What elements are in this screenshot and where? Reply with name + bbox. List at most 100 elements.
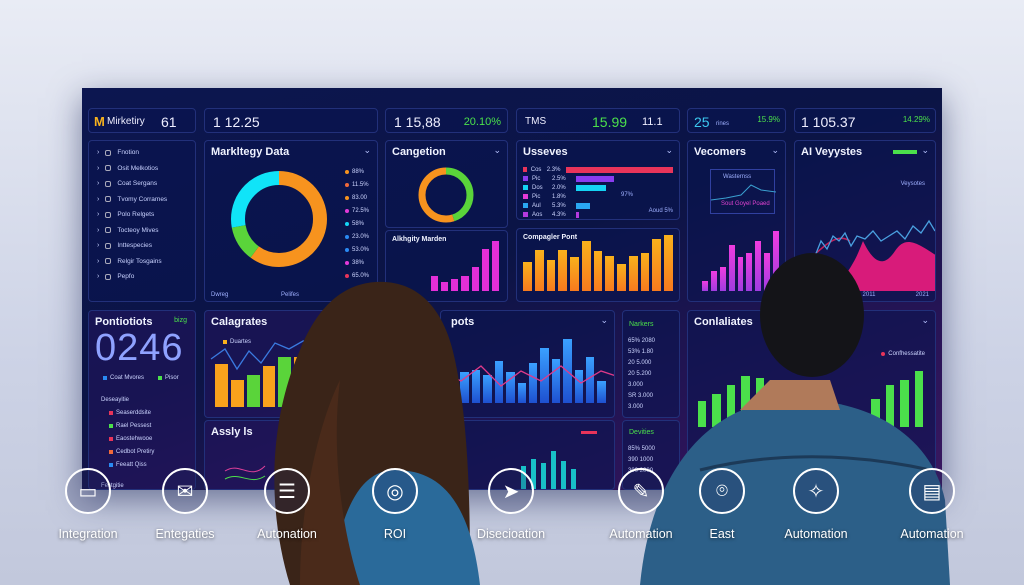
sidebar-item-icon: [105, 149, 112, 156]
row-swatch: [523, 212, 528, 217]
sidebar-item-label: Tocteoy Mives: [117, 226, 159, 234]
kpi-unit: rines: [716, 121, 730, 127]
bar: [494, 361, 504, 403]
badge[interactable]: bizg: [174, 317, 187, 324]
sidebar-item-label: Osit Melkotios: [117, 164, 159, 172]
sidebar-item[interactable]: › Fnotion: [89, 145, 195, 161]
sidebar-item[interactable]: › Relgir Tosgains: [89, 254, 195, 270]
panel-title: Usseves: [523, 146, 568, 158]
chevron-down-icon[interactable]: ⌄: [600, 315, 608, 325]
row-swatch: [523, 194, 528, 199]
feature-icon-item[interactable]: ✎ Automation: [586, 468, 696, 541]
feature-icon-item[interactable]: ▭ Integration: [33, 468, 143, 541]
item-swatch: [109, 436, 113, 441]
footer-label: Pelifes: [281, 292, 300, 298]
stat-row: 390 1000: [628, 456, 654, 463]
panel-title: Assly ls: [211, 426, 253, 438]
feature-icon: ▤: [909, 468, 955, 514]
bar: [576, 184, 606, 191]
bar: [523, 261, 532, 291]
legend-dot: [344, 182, 349, 187]
sidebar-item[interactable]: › Osit Melkotios: [89, 161, 195, 177]
bar: [871, 399, 880, 427]
panel-title: pots: [451, 316, 475, 328]
section-header[interactable]: Festgitie: [101, 482, 124, 489]
feature-label: Integration: [58, 527, 118, 541]
panel-title: Markltegy Data: [211, 146, 290, 158]
list-item[interactable]: Feeatt Qiss: [101, 458, 154, 471]
feature-icon-item[interactable]: ➤ Disecioation: [456, 468, 566, 541]
feature-icon-item[interactable]: ▤ Automation: [877, 468, 987, 541]
panel-title: Compagler Pont: [523, 234, 578, 241]
donut-segment: [418, 167, 474, 223]
list-item[interactable]: Cedbot Pretiry: [101, 445, 154, 458]
legend-dot: [344, 195, 349, 200]
kpi-extra: 11.1: [642, 116, 663, 128]
sidebar-item-label: Polo Relgets: [117, 211, 155, 219]
legend-dot: [344, 273, 349, 278]
legend-dot: [344, 234, 349, 239]
item-label: Eaostehwooe: [116, 435, 153, 442]
legend: Veysotes: [900, 181, 925, 187]
chevron-down-icon[interactable]: ⌄: [363, 145, 371, 155]
legend-dot: [344, 260, 349, 265]
row-label: Cos: [530, 166, 542, 173]
marketing-data-panel: Markltegy Data ⌄ 88% 11.5% 83.00 72.5% 58% 23.…: [204, 140, 378, 302]
feature-icon: ✎: [618, 468, 664, 514]
list-item[interactable]: Seaserddsite: [101, 406, 154, 419]
bar: [737, 257, 744, 291]
sidebar-item-label: Tvomy Corrames: [117, 195, 168, 203]
bar: [558, 249, 568, 291]
feature-icon-item[interactable]: ☰ Autonation: [232, 468, 342, 541]
list-item[interactable]: Rael Pessest: [101, 419, 154, 432]
kpi-card: TMS 15.99 11.1: [516, 108, 680, 133]
row-swatch: [523, 167, 527, 172]
kpi-value: 61: [161, 114, 177, 130]
legend-value: 38%: [351, 259, 364, 266]
panel-title: Calagrates: [211, 316, 268, 328]
chevron-down-icon[interactable]: ⌄: [771, 145, 779, 155]
feature-icon: ☰: [264, 468, 310, 514]
stat-row: 53% 1.80: [628, 348, 654, 355]
feature-label: East: [709, 527, 735, 541]
sidebar-item[interactable]: › Tocteoy Mives: [89, 223, 195, 239]
bar: [746, 252, 753, 291]
chevron-down-icon[interactable]: ⌄: [921, 145, 929, 155]
sidebar-item[interactable]: › Tvomy Corrames: [89, 192, 195, 208]
feature-icon-item[interactable]: ◎ ROI: [340, 468, 450, 541]
feature-icon-item[interactable]: ✧ Automation: [761, 468, 871, 541]
sidebar-item-label: Coat Sergans: [117, 180, 158, 188]
feature-icon: ➤: [488, 468, 534, 514]
chevron-right-icon: ›: [97, 226, 100, 234]
feature-icon-item[interactable]: ⌾ East: [667, 468, 777, 541]
sidebar-item[interactable]: › Pepfo: [89, 269, 195, 285]
kpi-label: TMS: [525, 116, 547, 127]
note: 97%: [620, 192, 633, 198]
bar: [900, 380, 909, 427]
chevron-down-icon[interactable]: ⌄: [921, 315, 929, 325]
bar: [471, 369, 481, 403]
row-value: 4.3%: [552, 211, 566, 218]
chevron-down-icon[interactable]: ⌄: [665, 145, 673, 155]
sidebar-item[interactable]: › Inttespecies: [89, 238, 195, 254]
bar: [726, 385, 736, 427]
list-row: Dos 2.0%: [523, 183, 673, 192]
bar: [431, 275, 439, 291]
sidebar-item[interactable]: › Polo Relgets: [89, 207, 195, 223]
bar: [652, 239, 662, 291]
bar: [528, 363, 538, 403]
bar: [576, 211, 579, 218]
vecomers-panel: Vecomers ⌄ Wasternss Sout Goyel Poaed: [687, 140, 786, 302]
cangetion-panel: Cangetion ⌄: [385, 140, 508, 228]
feature-icon-item[interactable]: ✉ Entegaties: [130, 468, 240, 541]
list-item[interactable]: Eaostehwooe: [101, 432, 154, 445]
bar: [565, 166, 674, 173]
legend-dot: [344, 221, 349, 226]
bar: [719, 267, 726, 291]
kpi-value: 15.99: [592, 114, 628, 130]
section-header[interactable]: Deseayitie: [101, 396, 130, 403]
legend-value: 58%: [351, 220, 364, 227]
chevron-down-icon[interactable]: ⌄: [493, 145, 501, 155]
sidebar-item[interactable]: › Coat Sergans: [89, 176, 195, 192]
bar: [702, 281, 708, 291]
